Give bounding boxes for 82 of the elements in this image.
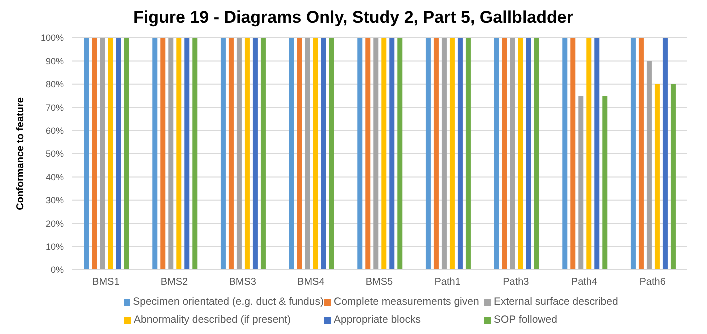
bar bbox=[518, 38, 524, 270]
bar bbox=[398, 38, 403, 270]
y-tick-label: 80% bbox=[46, 80, 64, 90]
x-tick-label: Path1 bbox=[434, 277, 462, 288]
bar bbox=[220, 38, 226, 270]
y-tick-label: 50% bbox=[46, 149, 64, 160]
y-axis-title: Conformance to feature bbox=[16, 97, 27, 210]
legend-label: Appropriate blocks bbox=[333, 314, 422, 326]
bar bbox=[321, 38, 326, 270]
bar bbox=[450, 38, 455, 270]
x-tick-label: Path3 bbox=[503, 277, 530, 288]
bar bbox=[390, 38, 395, 270]
bar bbox=[434, 38, 439, 270]
bar bbox=[570, 38, 576, 270]
bar bbox=[92, 38, 98, 270]
bar bbox=[662, 38, 668, 270]
bar bbox=[578, 96, 584, 270]
bar bbox=[192, 38, 198, 270]
bar bbox=[442, 38, 447, 270]
bar bbox=[466, 38, 471, 270]
bar bbox=[297, 38, 302, 270]
bar bbox=[358, 38, 363, 270]
legend-label: Complete measurements given bbox=[333, 296, 480, 308]
x-tick-label: BMS5 bbox=[366, 277, 394, 288]
bar bbox=[100, 38, 106, 270]
bar bbox=[260, 38, 266, 270]
bar bbox=[602, 96, 608, 270]
bar bbox=[646, 61, 652, 270]
bar bbox=[176, 38, 182, 270]
bar bbox=[594, 38, 600, 270]
bar bbox=[382, 38, 387, 270]
y-tick-label: 10% bbox=[46, 242, 64, 252]
x-tick-label: BMS4 bbox=[298, 277, 326, 288]
bar bbox=[510, 38, 516, 270]
bar bbox=[366, 38, 371, 270]
bar bbox=[329, 38, 334, 270]
y-tick-label: 70% bbox=[46, 102, 64, 113]
bar bbox=[313, 38, 318, 270]
bar bbox=[426, 38, 431, 270]
bar bbox=[562, 38, 568, 270]
x-tick-label: BMS2 bbox=[160, 277, 189, 288]
legend-label: Abnormality described (if present) bbox=[133, 314, 292, 326]
bar bbox=[244, 38, 250, 270]
bar bbox=[654, 84, 660, 270]
bar bbox=[502, 38, 508, 270]
y-tick-label: 20% bbox=[46, 218, 64, 229]
x-tick-label: BMS3 bbox=[229, 277, 257, 288]
bar bbox=[152, 38, 158, 270]
y-tick-label: 60% bbox=[46, 126, 64, 136]
bar bbox=[160, 38, 166, 270]
y-tick-label: 40% bbox=[46, 172, 64, 182]
bar bbox=[305, 38, 310, 270]
bar bbox=[236, 38, 242, 270]
x-tick-label: Path6 bbox=[640, 277, 666, 288]
bar bbox=[252, 38, 258, 270]
bar bbox=[289, 38, 294, 270]
chart-title: Figure 19 - Diagrams Only, Study 2, Part 5, Gallbladder bbox=[132, 8, 574, 29]
bar bbox=[494, 38, 500, 270]
legend-label: SOP followed bbox=[493, 314, 558, 326]
y-tick-label: 100% bbox=[40, 33, 64, 44]
bar bbox=[630, 38, 636, 270]
bar bbox=[586, 38, 592, 270]
bar bbox=[534, 38, 540, 270]
bar bbox=[84, 38, 90, 270]
y-tick-label: 0% bbox=[50, 265, 64, 276]
x-tick-label: Path4 bbox=[571, 277, 598, 288]
bar bbox=[116, 38, 122, 270]
bar bbox=[458, 38, 463, 270]
bar bbox=[168, 38, 174, 270]
y-tick-label: 30% bbox=[46, 196, 64, 206]
bar bbox=[228, 38, 234, 270]
bar bbox=[184, 38, 190, 270]
bar bbox=[526, 38, 532, 270]
legend-label: Specimen orientated (e.g. duct & fundus) bbox=[132, 296, 324, 308]
legend-label: External surface described bbox=[493, 296, 620, 308]
bar bbox=[374, 38, 379, 270]
bar bbox=[670, 84, 676, 270]
bar bbox=[108, 38, 114, 270]
bar bbox=[638, 38, 644, 270]
bar bbox=[124, 38, 130, 270]
y-tick-label: 90% bbox=[46, 56, 64, 66]
x-tick-label: BMS1 bbox=[92, 277, 120, 288]
